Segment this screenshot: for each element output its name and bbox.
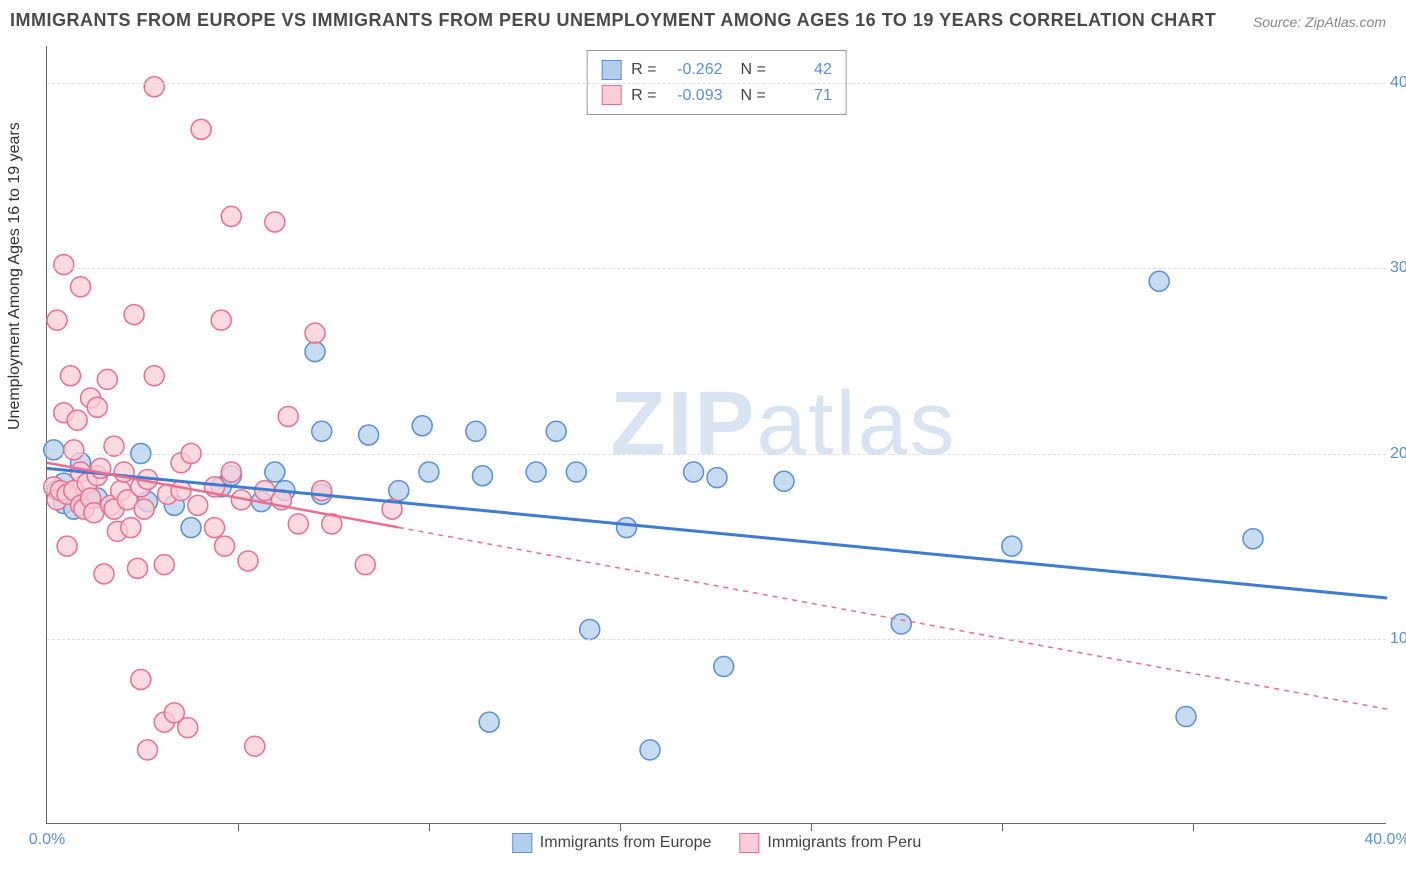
data-point (412, 416, 432, 436)
data-point (54, 255, 74, 275)
data-point (265, 212, 285, 232)
data-point (265, 462, 285, 482)
data-point (1149, 271, 1169, 291)
y-tick-label: 30.0% (1390, 259, 1406, 277)
data-point (891, 614, 911, 634)
legend-swatch (512, 833, 532, 853)
data-point (181, 518, 201, 538)
data-point (640, 740, 660, 760)
plot-area: ZIPatlas R =-0.262N =42R =-0.093N =71 Im… (46, 46, 1386, 824)
x-tick-label: 40.0% (1364, 831, 1406, 849)
data-point (479, 712, 499, 732)
x-tick (429, 823, 430, 831)
data-point (138, 740, 158, 760)
data-point (188, 495, 208, 515)
data-point (707, 468, 727, 488)
data-point (238, 551, 258, 571)
legend-item: Immigrants from Peru (739, 833, 921, 853)
data-point (144, 77, 164, 97)
data-point (221, 206, 241, 226)
data-point (288, 514, 308, 534)
data-point (94, 564, 114, 584)
data-point (1002, 536, 1022, 556)
data-point (144, 366, 164, 386)
data-point (178, 718, 198, 738)
legend-item: Immigrants from Europe (512, 833, 712, 853)
bottom-legend: Immigrants from Europe Immigrants from Pe… (512, 833, 921, 853)
gridline (47, 268, 1386, 269)
data-point (684, 462, 704, 482)
gridline (47, 639, 1386, 640)
data-point (774, 471, 794, 491)
data-point (305, 342, 325, 362)
data-point (67, 410, 87, 430)
gridline (47, 454, 1386, 455)
x-tick (238, 823, 239, 831)
regression-extrapolation (399, 527, 1387, 709)
x-tick (811, 823, 812, 831)
data-point (124, 305, 144, 325)
data-point (131, 670, 151, 690)
data-point (60, 366, 80, 386)
data-point (419, 462, 439, 482)
data-point (134, 499, 154, 519)
data-point (127, 558, 147, 578)
data-point (1243, 529, 1263, 549)
data-point (215, 536, 235, 556)
x-tick (1193, 823, 1194, 831)
data-point (221, 462, 241, 482)
chart-svg (47, 46, 1386, 823)
data-point (205, 518, 225, 538)
data-point (359, 425, 379, 445)
data-point (580, 620, 600, 640)
data-point (87, 397, 107, 417)
data-point (57, 536, 77, 556)
data-point (305, 323, 325, 343)
data-point (714, 657, 734, 677)
legend-label: Immigrants from Peru (767, 834, 921, 852)
data-point (546, 421, 566, 441)
data-point (211, 310, 231, 330)
x-tick (620, 823, 621, 831)
data-point (121, 518, 141, 538)
data-point (566, 462, 586, 482)
data-point (71, 277, 91, 297)
y-tick-label: 10.0% (1390, 630, 1406, 648)
data-point (154, 555, 174, 575)
data-point (47, 310, 67, 330)
data-point (171, 481, 191, 501)
y-axis-label: Unemployment Among Ages 16 to 19 years (6, 122, 24, 430)
data-point (466, 421, 486, 441)
data-point (64, 440, 84, 460)
y-tick-label: 20.0% (1390, 445, 1406, 463)
data-point (526, 462, 546, 482)
data-point (312, 481, 332, 501)
data-point (1176, 707, 1196, 727)
gridline (47, 83, 1386, 84)
data-point (355, 555, 375, 575)
data-point (473, 466, 493, 486)
data-point (617, 518, 637, 538)
data-point (191, 119, 211, 139)
data-point (245, 736, 265, 756)
source-label: Source: ZipAtlas.com (1253, 14, 1386, 30)
data-point (312, 421, 332, 441)
data-point (389, 481, 409, 501)
x-tick-label: 0.0% (29, 831, 65, 849)
chart-title: IMMIGRANTS FROM EUROPE VS IMMIGRANTS FRO… (10, 10, 1216, 31)
legend-swatch (739, 833, 759, 853)
data-point (97, 369, 117, 389)
x-tick (1002, 823, 1003, 831)
data-point (44, 440, 64, 460)
legend-label: Immigrants from Europe (540, 834, 712, 852)
y-tick-label: 40.0% (1390, 74, 1406, 92)
data-point (278, 406, 298, 426)
